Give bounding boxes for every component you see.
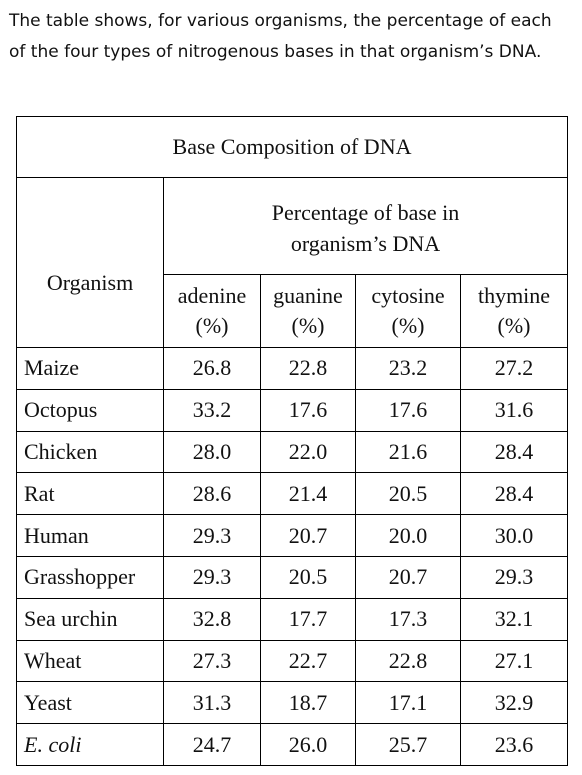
value-cell: 17.1 <box>355 681 461 725</box>
table-row: Octopus 33.2 17.6 17.6 31.6 <box>16 388 569 432</box>
value-cell: 20.7 <box>355 555 461 599</box>
column-header: thymine (%) <box>459 274 569 348</box>
organism-cell: Maize <box>16 347 164 390</box>
value-cell: 23.2 <box>355 347 461 390</box>
column-header: guanine (%) <box>260 274 356 348</box>
organism-header: Organism <box>16 177 164 348</box>
table-row: Chicken 28.0 22.0 21.6 28.4 <box>16 430 569 474</box>
table-row: Wheat 27.3 22.7 22.8 27.1 <box>16 639 569 683</box>
organism-cell: Rat <box>16 472 164 516</box>
value-cell: 31.3 <box>163 681 261 725</box>
value-cell: 22.7 <box>260 639 356 683</box>
organism-cell: Sea urchin <box>16 597 164 641</box>
table-row: E. coli 24.7 26.0 25.7 23.6 <box>16 723 569 766</box>
value-cell: 28.4 <box>459 472 569 516</box>
value-cell: 32.1 <box>459 597 569 641</box>
column-header: adenine (%) <box>163 274 261 348</box>
value-cell: 20.5 <box>260 555 356 599</box>
value-cell: 30.0 <box>459 514 569 557</box>
value-cell: 28.0 <box>163 430 261 474</box>
value-cell: 31.6 <box>459 388 569 432</box>
value-cell: 20.7 <box>260 514 356 557</box>
value-cell: 22.8 <box>355 639 461 683</box>
value-cell: 26.0 <box>260 723 356 766</box>
value-cell: 17.3 <box>355 597 461 641</box>
intro-text: The table shows, for various organisms, … <box>9 11 552 62</box>
column-header-row: adenine (%) guanine (%) cytosine (%) thymin… <box>17 274 569 348</box>
organism-cell: Octopus <box>16 388 164 432</box>
group-header: Percentage of base in organism’s DNA <box>271 200 460 256</box>
value-cell: 24.7 <box>163 723 261 766</box>
group-header-cell: Percentage of base in organism’s DNA <box>162 177 569 275</box>
table-body: Maize 26.8 22.8 23.2 27.2 Octopus 33.2 17.6 17.6… <box>16 347 569 766</box>
value-cell: 27.3 <box>163 639 261 683</box>
value-cell: 25.7 <box>355 723 461 766</box>
value-cell: 21.4 <box>260 472 356 516</box>
value-cell: 28.4 <box>459 430 569 474</box>
table-row: Human 29.3 20.7 20.0 30.0 <box>16 514 569 557</box>
value-cell: 20.0 <box>355 514 461 557</box>
table-row: Rat 28.6 21.4 20.5 28.4 <box>16 472 569 516</box>
value-cell: 27.2 <box>459 347 569 390</box>
value-cell: 33.2 <box>163 388 261 432</box>
organism-cell: Human <box>16 514 164 557</box>
organism-cell: Yeast <box>16 681 164 725</box>
value-cell: 17.7 <box>260 597 356 641</box>
value-cell: 32.8 <box>163 597 261 641</box>
data-table: Base Composition of DNA Organism Percent… <box>15 116 569 766</box>
value-cell: 32.9 <box>459 681 569 725</box>
table-row: Maize 26.8 22.8 23.2 27.2 <box>16 347 569 390</box>
value-cell: 22.0 <box>260 430 356 474</box>
value-cell: 17.6 <box>260 388 356 432</box>
value-cell: 29.3 <box>163 555 261 599</box>
value-cell: 29.3 <box>459 555 569 599</box>
value-cell: 23.6 <box>459 723 569 766</box>
value-cell: 22.8 <box>260 347 356 390</box>
value-cell: 18.7 <box>260 681 356 725</box>
table-row: Yeast 31.3 18.7 17.1 32.9 <box>16 681 569 725</box>
organism-cell: Grasshopper <box>16 555 164 599</box>
table-row: Sea urchin 32.8 17.7 17.3 32.1 <box>16 597 569 641</box>
table-title: Base Composition of DNA <box>15 116 569 178</box>
value-cell: 29.3 <box>163 514 261 557</box>
value-cell: 17.6 <box>355 388 461 432</box>
organism-cell: Wheat <box>16 639 164 683</box>
value-cell: 28.6 <box>163 472 261 516</box>
column-header: cytosine (%) <box>355 274 461 348</box>
value-cell: 21.6 <box>355 430 461 474</box>
organism-cell: Chicken <box>16 430 164 474</box>
value-cell: 20.5 <box>355 472 461 516</box>
table-row: Grasshopper 29.3 20.5 20.7 29.3 <box>16 555 569 599</box>
value-cell: 26.8 <box>163 347 261 390</box>
organism-cell: E. coli <box>16 723 164 766</box>
value-cell: 27.1 <box>459 639 569 683</box>
